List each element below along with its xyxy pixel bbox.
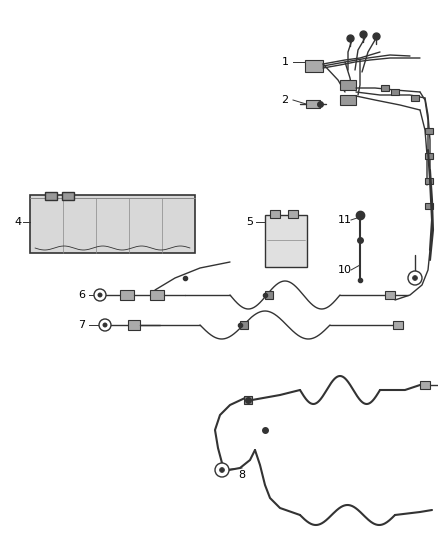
Circle shape [408, 271, 422, 285]
Text: 7: 7 [78, 320, 85, 330]
Text: 4: 4 [14, 217, 21, 227]
FancyBboxPatch shape [120, 290, 134, 300]
FancyBboxPatch shape [393, 321, 403, 329]
Text: 6: 6 [78, 290, 85, 300]
FancyBboxPatch shape [30, 195, 195, 253]
Text: 2: 2 [282, 95, 289, 105]
FancyBboxPatch shape [45, 192, 57, 200]
FancyBboxPatch shape [391, 89, 399, 95]
FancyBboxPatch shape [425, 153, 433, 159]
Circle shape [94, 289, 106, 301]
FancyBboxPatch shape [305, 60, 323, 72]
Text: 8: 8 [238, 470, 246, 480]
Circle shape [413, 276, 417, 280]
Circle shape [219, 467, 224, 472]
FancyBboxPatch shape [240, 321, 248, 329]
Text: 5: 5 [247, 217, 254, 227]
FancyBboxPatch shape [425, 203, 433, 209]
FancyBboxPatch shape [62, 192, 74, 200]
Circle shape [99, 319, 111, 331]
Circle shape [103, 323, 107, 327]
FancyBboxPatch shape [244, 396, 252, 404]
FancyBboxPatch shape [288, 210, 298, 218]
FancyBboxPatch shape [265, 215, 307, 267]
FancyBboxPatch shape [340, 80, 356, 90]
FancyBboxPatch shape [150, 290, 164, 300]
FancyBboxPatch shape [270, 210, 280, 218]
Text: 10: 10 [338, 265, 352, 275]
FancyBboxPatch shape [420, 381, 430, 389]
Text: 11: 11 [338, 215, 352, 225]
FancyBboxPatch shape [340, 95, 356, 105]
Text: 1: 1 [282, 57, 289, 67]
FancyBboxPatch shape [128, 320, 140, 330]
FancyBboxPatch shape [381, 85, 389, 91]
FancyBboxPatch shape [306, 100, 320, 108]
Circle shape [215, 463, 229, 477]
FancyBboxPatch shape [411, 95, 419, 101]
FancyBboxPatch shape [425, 128, 433, 134]
FancyBboxPatch shape [265, 291, 273, 299]
FancyBboxPatch shape [425, 178, 433, 184]
Circle shape [98, 293, 102, 297]
FancyBboxPatch shape [385, 291, 395, 299]
